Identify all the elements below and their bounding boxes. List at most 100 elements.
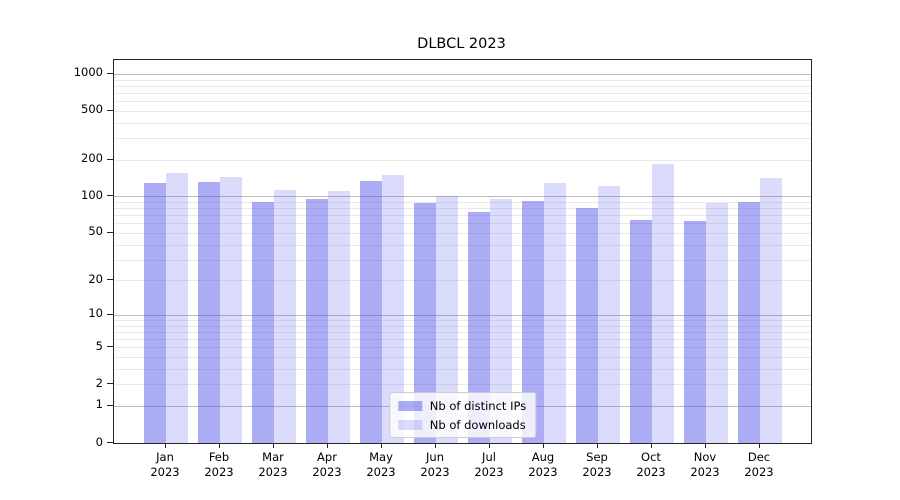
gridline xyxy=(114,74,811,75)
y-tick-label: 1 xyxy=(95,397,103,411)
plot-area: Nb of distinct IPs Nb of downloads xyxy=(113,59,812,444)
x-tick-mark xyxy=(543,443,544,448)
x-tick-mark xyxy=(219,443,220,448)
gridline xyxy=(114,111,811,112)
bar-downloads xyxy=(652,164,674,443)
y-tick-label: 0 xyxy=(95,435,103,449)
gridline xyxy=(114,160,811,161)
legend: Nb of distinct IPs Nb of downloads xyxy=(388,392,537,438)
gridline xyxy=(114,208,811,209)
y-tick-label: 10 xyxy=(88,306,103,320)
gridline xyxy=(114,80,811,81)
y-tick-label: 50 xyxy=(88,224,103,238)
gridline xyxy=(114,223,811,224)
y-tick-mark xyxy=(107,346,113,347)
x-tick-label: Jun 2023 xyxy=(420,450,450,479)
gridline xyxy=(114,215,811,216)
y-tick-mark xyxy=(107,279,113,280)
bar-downloads xyxy=(436,196,458,443)
y-tick-label: 100 xyxy=(81,188,103,202)
bar-downloads xyxy=(328,191,350,443)
gridline xyxy=(114,320,811,321)
x-tick-label: Oct 2023 xyxy=(636,450,666,479)
x-tick-mark xyxy=(651,443,652,448)
x-tick-mark xyxy=(435,443,436,448)
x-tick-mark xyxy=(759,443,760,448)
x-tick-label: May 2023 xyxy=(366,450,396,479)
y-tick-label: 2 xyxy=(95,376,103,390)
x-tick-label: Sep 2023 xyxy=(582,450,612,479)
legend-item: Nb of distinct IPs xyxy=(397,398,527,413)
y-tick-label: 20 xyxy=(88,272,103,286)
gridline xyxy=(114,339,811,340)
bar-downloads xyxy=(760,178,782,443)
y-tick-mark xyxy=(107,232,113,233)
chart-title: DLBCL 2023 xyxy=(417,36,506,52)
legend-swatch-icon xyxy=(397,400,422,411)
bar-distinct-ips xyxy=(576,208,598,443)
gridline xyxy=(114,384,811,385)
x-tick-label: Jul 2023 xyxy=(474,450,504,479)
y-tick-label: 5 xyxy=(95,339,103,353)
x-tick-label: Mar 2023 xyxy=(258,450,288,479)
x-tick-mark xyxy=(489,443,490,448)
y-tick-mark xyxy=(107,405,113,406)
bar-downloads xyxy=(220,177,242,443)
y-tick-mark xyxy=(107,314,113,315)
y-tick-label: 200 xyxy=(81,151,103,165)
x-tick-mark xyxy=(327,443,328,448)
legend-label: Nb of distinct IPs xyxy=(429,398,527,413)
gridline xyxy=(114,123,811,124)
x-tick-mark xyxy=(273,443,274,448)
gridline xyxy=(114,315,811,316)
bar-downloads xyxy=(598,186,620,443)
y-tick-mark xyxy=(107,110,113,111)
y-tick-mark xyxy=(107,383,113,384)
gridline xyxy=(114,138,811,139)
bar-downloads xyxy=(274,190,296,443)
bar-distinct-ips xyxy=(468,212,490,443)
bar-distinct-ips xyxy=(360,181,382,443)
x-tick-mark xyxy=(597,443,598,448)
bar-distinct-ips xyxy=(198,182,220,443)
bar-distinct-ips xyxy=(144,183,166,443)
gridline xyxy=(114,93,811,94)
bar-distinct-ips xyxy=(306,199,328,443)
x-tick-label: Aug 2023 xyxy=(528,450,558,479)
bar-distinct-ips xyxy=(252,202,274,443)
y-tick-mark xyxy=(107,159,113,160)
bar-distinct-ips xyxy=(738,202,760,443)
legend-item: Nb of downloads xyxy=(397,417,526,432)
bar-downloads xyxy=(706,203,728,443)
x-tick-mark xyxy=(705,443,706,448)
gridline xyxy=(114,280,811,281)
y-tick-mark xyxy=(107,195,113,196)
bar-downloads xyxy=(490,199,512,443)
x-tick-label: Dec 2023 xyxy=(744,450,774,479)
bar-distinct-ips xyxy=(414,203,436,443)
x-tick-mark xyxy=(165,443,166,448)
gridline xyxy=(114,369,811,370)
y-tick-mark xyxy=(107,442,113,443)
y-tick-mark xyxy=(107,73,113,74)
x-tick-mark xyxy=(381,443,382,448)
bar-distinct-ips xyxy=(630,220,652,443)
y-tick-label: 1000 xyxy=(73,65,103,79)
legend-label: Nb of downloads xyxy=(429,417,526,432)
gridline xyxy=(114,357,811,358)
gridline xyxy=(114,245,811,246)
gridline xyxy=(114,233,811,234)
gridline xyxy=(114,347,811,348)
x-tick-label: Jan 2023 xyxy=(150,450,180,479)
bar-distinct-ips xyxy=(522,201,544,443)
gridline xyxy=(114,260,811,261)
gridline xyxy=(114,101,811,102)
x-tick-label: Nov 2023 xyxy=(690,450,720,479)
x-tick-label: Apr 2023 xyxy=(312,450,342,479)
bar-downloads xyxy=(382,175,404,443)
gridline xyxy=(114,202,811,203)
legend-swatch-icon xyxy=(397,419,422,430)
bar-distinct-ips xyxy=(684,221,706,443)
gridline xyxy=(114,332,811,333)
